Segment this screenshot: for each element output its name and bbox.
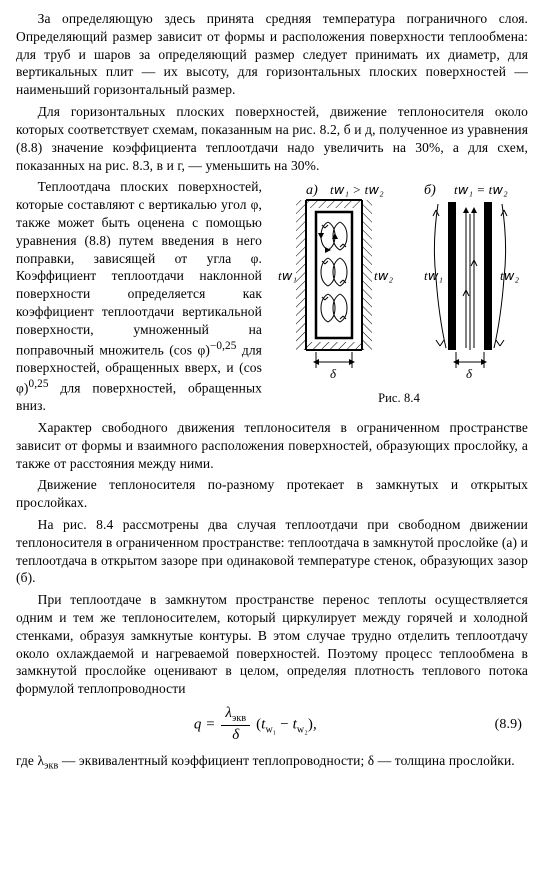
p8-b: — эквивалентный коэффициент теплопроводн… bbox=[58, 753, 514, 768]
formula-sub-w2: w₂ bbox=[297, 725, 308, 736]
paragraph-1: За определяющую здесь принята средняя те… bbox=[16, 10, 528, 99]
p3-part-c: для поверхностей, обращенных вниз. bbox=[16, 380, 262, 413]
figure-8-4: а) б) t𝘸₁ > t𝘸₂ t𝘸₁ = t𝘸₂ bbox=[270, 180, 528, 407]
formula-sub-w1: w₁ bbox=[265, 725, 276, 736]
fig-label-b: б) bbox=[424, 183, 436, 198]
fig-a-delta: δ bbox=[330, 366, 337, 381]
paragraph-7: При теплоотдаче в замкнутом пространстве… bbox=[16, 591, 528, 698]
fig-b-tw2: t𝘸₂ bbox=[500, 268, 519, 283]
paragraph-4: Характер свободного движения теплоносите… bbox=[16, 419, 528, 472]
formula-delta: δ bbox=[221, 726, 250, 746]
p3-exp2: 0,25 bbox=[29, 378, 49, 390]
p3-part-a: Теплоотдача плоских поверхностей, которы… bbox=[16, 179, 262, 357]
formula-minus: − bbox=[276, 717, 292, 733]
p8-a: где λ bbox=[16, 753, 44, 768]
formula-8-9: q = λэкв δ (tw₁ − tw₂), (8.9) bbox=[16, 704, 528, 746]
paragraph-5: Движение теплоносителя по-разному протек… bbox=[16, 476, 528, 512]
p3-exp1: −0,25 bbox=[210, 340, 237, 352]
paragraph-2: Для горизонтальных плоских поверхностей,… bbox=[16, 103, 528, 174]
fig-b-tw1: t𝘸₁ bbox=[424, 268, 443, 283]
fig-a-tw1: t𝘸₁ bbox=[278, 268, 297, 283]
fig-cond-b: t𝘸₁ = t𝘸₂ bbox=[454, 182, 508, 197]
page: За определяющую здесь принята средняя те… bbox=[0, 0, 544, 876]
formula-lambda-sub: экв bbox=[232, 713, 246, 724]
formula-number: (8.9) bbox=[495, 716, 528, 734]
figure-svg: а) б) t𝘸₁ > t𝘸₂ t𝘸₁ = t𝘸₂ bbox=[270, 180, 528, 388]
formula-body: q = λэкв δ (tw₁ − tw₂), bbox=[16, 704, 495, 746]
paragraph-8: где λэкв — эквивалентный коэффициент теп… bbox=[16, 752, 528, 773]
p8-sub: экв bbox=[44, 761, 58, 772]
fig-b-delta: δ bbox=[466, 366, 473, 381]
formula-paren-close: ), bbox=[308, 717, 317, 733]
paragraph-6: На рис. 8.4 рассмотрены два случая тепло… bbox=[16, 516, 528, 587]
fig-cond-a: t𝘸₁ > t𝘸₂ bbox=[330, 182, 384, 197]
fig-label-a: а) bbox=[306, 183, 318, 198]
figure-caption: Рис. 8.4 bbox=[270, 390, 528, 407]
formula-q: q = bbox=[194, 717, 216, 733]
fig-a-tw2: t𝘸₂ bbox=[374, 268, 393, 283]
